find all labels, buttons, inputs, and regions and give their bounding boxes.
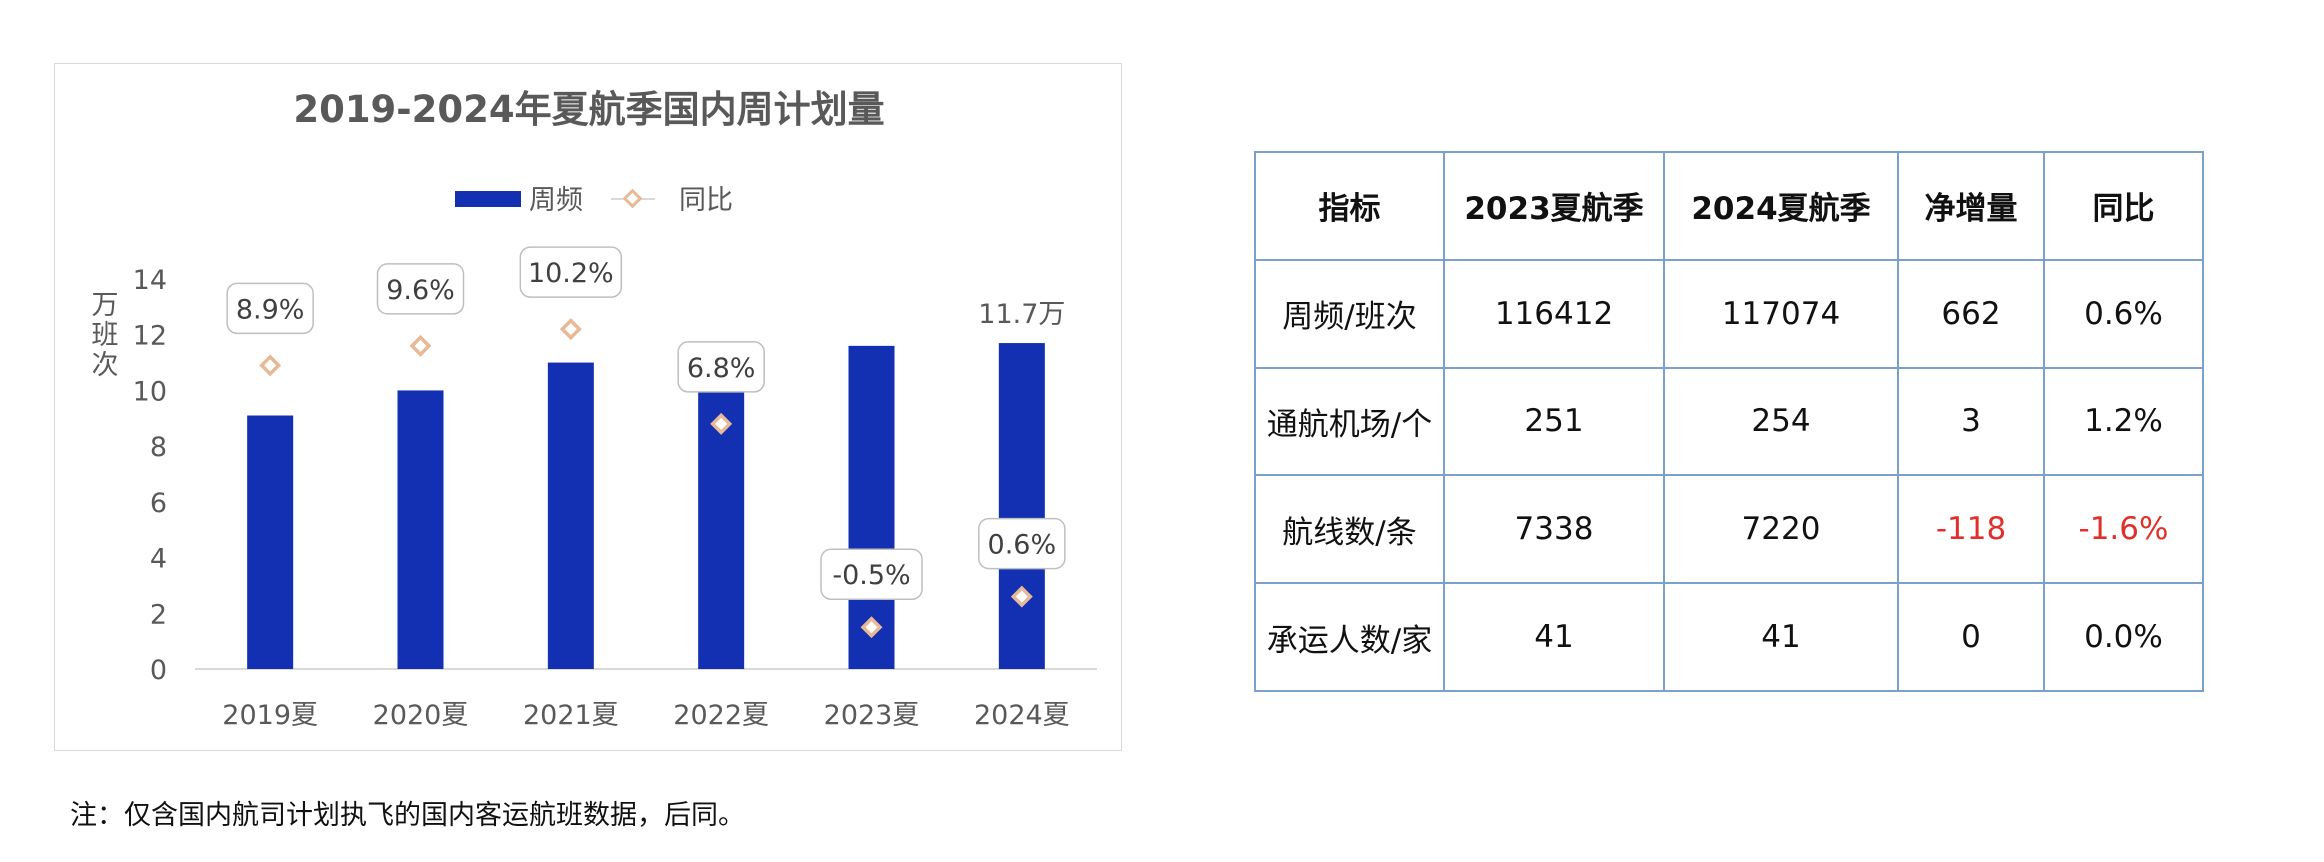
footnote: 注：仅含国内航司计划执飞的国内客运航班数据，后同。 [70, 800, 745, 831]
table-cell-negative: -1.6% [2043, 474, 2204, 585]
table-cell: 0 [1897, 582, 2045, 692]
bar [998, 343, 1045, 669]
bar [698, 343, 745, 669]
yoy-marker [1010, 585, 1033, 608]
y-tick-label: 2 [150, 599, 167, 630]
table-cell: 承运人数/家 [1254, 582, 1445, 692]
table-header-cell: 净增量 [1897, 151, 2045, 261]
table-header-cell: 2023夏航季 [1443, 151, 1665, 261]
yoy-marker [559, 318, 582, 341]
data-label-box [677, 341, 765, 393]
legend-label: 周频 [529, 185, 583, 216]
table-cell: 1.2% [2043, 366, 2204, 477]
table-cell: 117074 [1663, 258, 1899, 369]
bar-annotation: 11.7万 [978, 299, 1065, 330]
legend-marker-icon [622, 188, 643, 209]
table-cell: 41 [1443, 582, 1665, 692]
y-tick-label: 8 [150, 432, 167, 463]
bar [547, 362, 594, 669]
table-cell: 662 [1897, 258, 2045, 369]
data-label-box [820, 548, 923, 600]
stats-table: 指标 2023夏航季 2024夏航季 净增量 同比 周频/班次 116412 1… [1254, 151, 2204, 692]
data-label-box [978, 517, 1066, 570]
table-cell: 7338 [1443, 474, 1665, 585]
table-cell: 254 [1663, 366, 1899, 477]
table-cell: 0.6% [2043, 258, 2204, 369]
x-tick-label: 2022夏 [673, 700, 769, 731]
table-cell: 通航机场/个 [1254, 366, 1445, 477]
table-row: 承运人数/家 41 41 0 0.0% [1254, 582, 2204, 692]
data-label: 10.2% [528, 258, 614, 289]
table-cell: 3 [1897, 366, 2045, 477]
legend-bar-swatch [455, 191, 521, 207]
y-axis-title-char: 班 [92, 320, 119, 351]
y-tick-label: 0 [150, 655, 167, 686]
data-label: 9.6% [386, 275, 455, 306]
chart-panel: 2019-2024年夏航季国内周计划量周频 同比万班次 0 2 4 6 8 10 12 14 201… [54, 63, 1122, 751]
x-tick-label: 2021夏 [523, 700, 619, 731]
table-row: 通航机场/个 251 254 3 1.2% [1254, 366, 2204, 477]
table-cell: 周频/班次 [1254, 258, 1445, 369]
yoy-marker [259, 354, 282, 377]
bar [848, 345, 895, 669]
yoy-marker [409, 334, 432, 357]
y-axis-title-char: 次 [92, 350, 119, 381]
x-tick-label: 2020夏 [373, 700, 469, 731]
bar [397, 390, 444, 669]
yoy-marker [710, 412, 733, 435]
data-label: -0.5% [832, 560, 910, 591]
table-cell: 41 [1663, 582, 1899, 692]
table-cell: 航线数/条 [1254, 474, 1445, 585]
data-label-box [376, 263, 465, 315]
data-label: 6.8% [687, 353, 756, 384]
legend-label: 同比 [679, 185, 733, 216]
data-label: 8.9% [236, 294, 305, 325]
x-tick-label: 2019夏 [222, 700, 318, 731]
table-cell-negative: -118 [1897, 474, 2045, 585]
y-tick-label: 6 [150, 488, 167, 519]
x-tick-label: 2024夏 [974, 700, 1070, 731]
data-label-box [226, 282, 314, 335]
table-header-cell: 2024夏航季 [1663, 151, 1899, 261]
yoy-marker [860, 616, 883, 639]
data-label-box [519, 246, 623, 298]
bar [247, 415, 294, 669]
table-cell: 116412 [1443, 258, 1665, 369]
table-cell: 7220 [1663, 474, 1899, 585]
table-header-cell: 同比 [2043, 151, 2204, 261]
data-label: 0.6% [988, 530, 1057, 561]
y-tick-label: 10 [133, 376, 167, 407]
table-header-row: 指标 2023夏航季 2024夏航季 净增量 同比 [1254, 151, 2204, 261]
y-tick-label: 12 [133, 321, 167, 352]
table-cell: 0.0% [2043, 582, 2204, 692]
x-tick-label: 2023夏 [824, 700, 920, 731]
table-row: 周频/班次 116412 117074 662 0.6% [1254, 258, 2204, 369]
table-header-cell: 指标 [1254, 151, 1445, 261]
y-tick-label: 4 [150, 544, 167, 575]
chart-title: 2019-2024年夏航季国内周计划量 [293, 88, 884, 131]
y-tick-label: 14 [133, 265, 167, 296]
table-cell: 251 [1443, 366, 1665, 477]
y-axis-title-char: 万 [92, 290, 119, 321]
table-row: 航线数/条 7338 7220 -118 -1.6% [1254, 474, 2204, 585]
